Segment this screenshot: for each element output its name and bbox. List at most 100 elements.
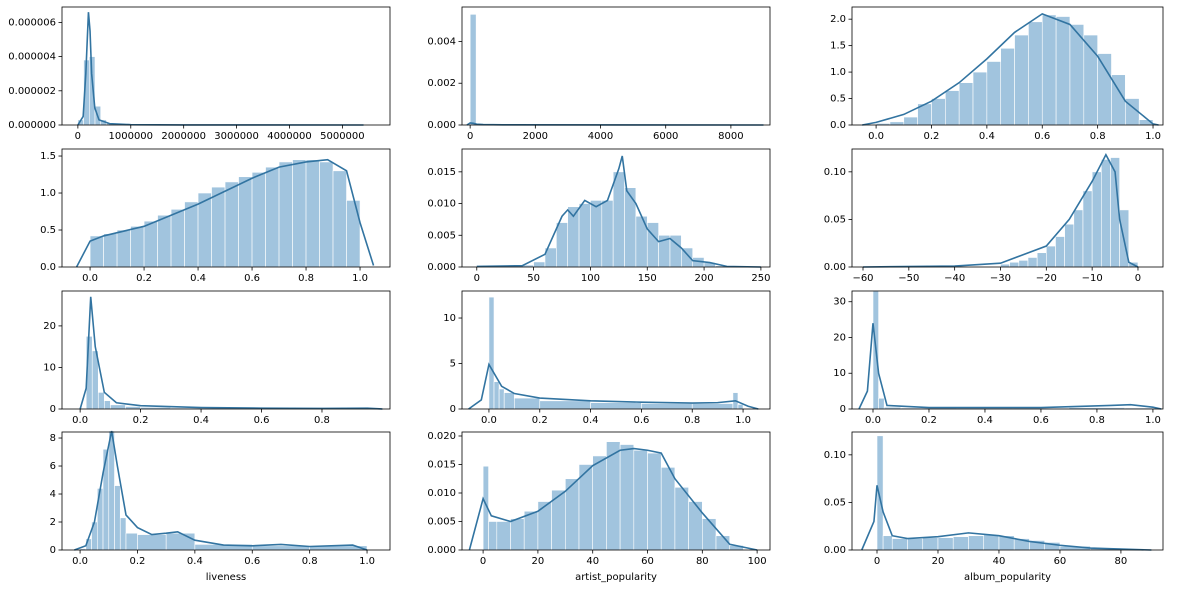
x-tick-label: 4000 [588,131,613,142]
bar [1073,209,1084,268]
y-tick-label: 0.015 [427,459,456,470]
x-tick-label: 0.2 [133,415,149,426]
axes-frame [461,6,771,126]
x-tick-label: −30 [990,273,1011,284]
y-tick-label: 30 [833,297,846,308]
x-tick-label: −50 [898,273,919,284]
y-tick-label: 0.010 [427,488,456,499]
bar [510,518,525,551]
x-tick-label: 0.4 [187,556,203,567]
kde-line [74,430,368,551]
x-tick-label: 0.8 [684,415,700,426]
kde-line [79,296,383,410]
bar [601,200,614,268]
x-tick-label: 0 [467,131,473,142]
x-tick-label: 1.0 [735,415,751,426]
y-tick-label: 0.10 [824,450,846,461]
x-tick-label: 0.6 [1033,415,1049,426]
kde-line [75,158,375,268]
x-tick-label: 0.2 [130,556,146,567]
bar [110,404,126,410]
x-tick-label: 4000000 [267,131,312,142]
x-tick-label: 0.6 [244,273,260,284]
axes-frame [61,148,391,268]
x-tick-label: 0.6 [633,415,649,426]
bar [498,388,505,410]
bar [958,82,974,126]
x-tick-label: 0.0 [82,273,98,284]
y-tick-label: 0.10 [824,167,846,178]
bar [878,397,885,410]
bar [1000,263,1010,268]
x-tick-label: 1.0 [359,556,375,567]
bar [688,501,703,551]
axes-frame [461,431,771,551]
bar [952,536,969,551]
bar [624,187,637,268]
x-axis-label: album_popularity [964,572,1051,583]
bar [488,296,495,410]
x-tick-label: 40 [993,556,1006,567]
y-tick-label: 0 [50,404,56,415]
bar [612,171,625,268]
bar [238,176,253,268]
bar [125,532,138,551]
x-tick-label: 80 [696,556,709,567]
bar [469,14,477,126]
x-tick-label: 0 [1135,273,1141,284]
bar [1027,257,1038,268]
y-tick-label: 1.0 [830,67,846,78]
x-tick-label: 0.6 [1034,131,1050,142]
x-tick-label: 0.2 [532,415,548,426]
y-tick-label: 2 [50,517,56,528]
x-tick-label: 20 [532,556,545,567]
x-tick-label: 0.0 [868,131,884,142]
x-tick-label: 0.8 [1089,415,1105,426]
kde-line [476,155,761,268]
x-tick-label: −20 [1036,273,1057,284]
bar [102,448,110,551]
bar [1091,171,1102,268]
x-tick-label: 50 [527,273,540,284]
x-tick-label: 0 [474,273,480,284]
y-tick-label: 10 [443,313,456,324]
bar [130,226,145,268]
bar [578,203,591,268]
bar [674,486,689,551]
y-tick-label: 1.5 [40,151,56,162]
x-tick-label: 100 [581,273,600,284]
x-tick-label: −40 [944,273,965,284]
x-tick-label: 8000 [718,131,743,142]
x-tick-label: 100 [748,556,767,567]
x-tick-label: 60 [1054,556,1067,567]
kde-line [468,362,759,410]
y-tick-label: 0.00 [824,545,846,556]
x-tick-label: 0 [75,131,81,142]
bar [539,400,591,410]
x-tick-label: 0.2 [924,131,940,142]
y-tick-label: 6 [50,461,56,472]
bar [983,534,1000,551]
bar [503,392,515,410]
bar [523,510,539,551]
bar [1069,24,1085,126]
axes-frame [851,431,1164,551]
x-tick-label: 0.6 [244,556,260,567]
y-tick-label: 0.000 [427,262,456,273]
bar [116,229,131,268]
x-tick-label: 0.8 [314,415,330,426]
x-tick-label: 0.0 [72,556,88,567]
y-tick-label: 0.0 [830,120,846,131]
axes-frame [61,290,391,410]
bar [945,90,960,126]
bar [143,220,158,268]
bar [165,532,196,551]
x-tick-label: 5000000 [320,131,365,142]
y-tick-label: 0.004 [427,36,456,47]
x-tick-label: 0 [480,556,486,567]
x-tick-label: 0.2 [136,273,152,284]
bar [170,208,185,268]
bar [319,161,334,268]
y-tick-label: 0.015 [427,167,456,178]
